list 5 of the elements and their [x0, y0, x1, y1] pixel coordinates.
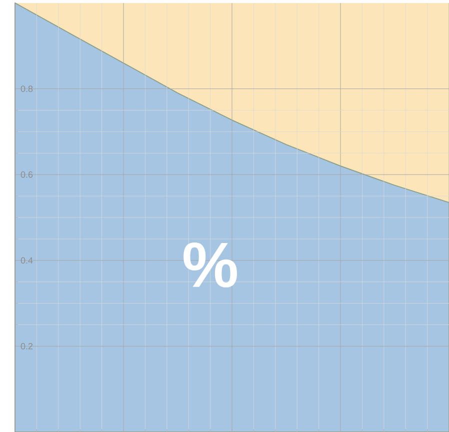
y-tick-label: 0.2	[20, 343, 33, 350]
y-tick-label: 0.6	[20, 171, 33, 178]
y-tick-label: 0.4	[20, 257, 33, 264]
annotation: %	[184, 242, 237, 288]
y-tick-label: 0.8	[20, 86, 33, 92]
